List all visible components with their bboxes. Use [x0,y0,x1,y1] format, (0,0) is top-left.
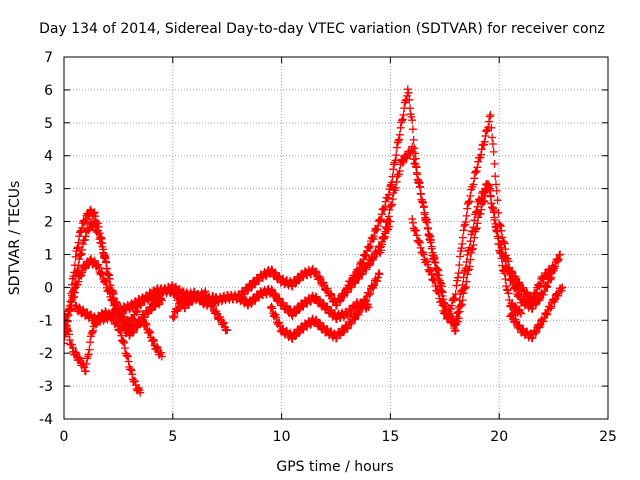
chart-title: Day 134 of 2014, Sidereal Day-to-day VTE… [39,21,605,37]
y-tick-label: 6 [44,83,53,99]
y-tick-label: 5 [44,116,53,132]
y-tick-label: -1 [39,313,53,329]
data-points [375,142,558,336]
y-tick-label: -2 [39,346,53,362]
series-track-g [234,284,373,324]
y-tick-label: -3 [39,379,53,395]
data-series [64,85,567,397]
gridlines [64,57,608,419]
series-track-k [408,179,525,330]
series-track-j [375,142,558,336]
y-tick-label: 4 [44,149,53,165]
y-tick-label: 2 [44,215,53,231]
y-tick-label: 0 [44,280,53,296]
data-points [64,254,166,337]
series-track-l [506,283,567,343]
x-tick-label: 5 [168,429,177,445]
data-points [168,217,395,322]
axis-ticks [63,56,609,420]
series-track-c [64,254,166,337]
x-tick-label: 15 [381,429,399,445]
series-track-h [266,269,384,343]
data-points [234,284,373,324]
x-tick-label: 0 [60,429,69,445]
plot-border [63,56,609,420]
data-points [408,179,525,330]
x-tick-label: 25 [599,429,617,445]
series-track-f [168,217,395,322]
y-tick-labels: -4 -3 -2 -1 0 1 2 3 4 5 6 7 [39,50,53,428]
x-tick-label: 20 [490,429,508,445]
y-tick-label: 7 [44,50,53,66]
y-axis-label: SDTVAR / TECUs [7,181,23,296]
x-axis-label: GPS time / hours [276,459,393,475]
y-tick-label: -4 [39,412,53,428]
plot-frame [63,56,609,420]
y-tick-label: 3 [44,182,53,198]
y-tick-label: 1 [44,247,53,263]
data-points [266,269,384,343]
x-tick-labels: 0 5 10 15 20 25 [60,429,617,445]
x-tick-label: 10 [273,429,291,445]
data-points [506,283,567,343]
